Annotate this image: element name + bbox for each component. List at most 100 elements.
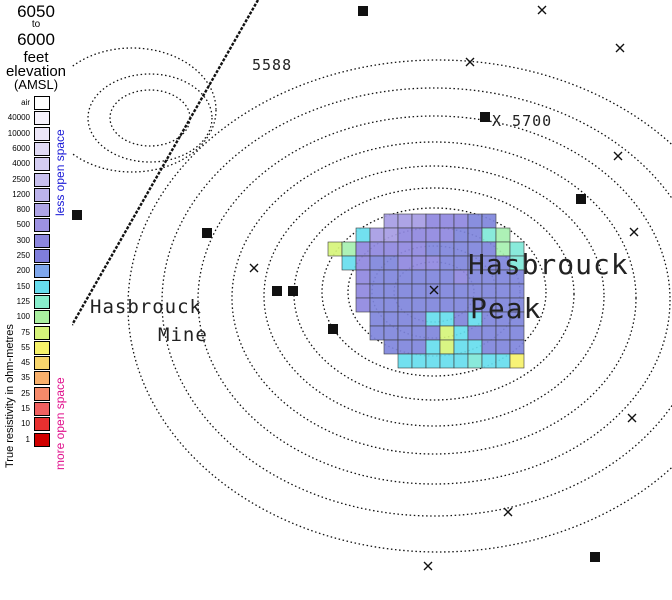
resistivity-cell xyxy=(369,311,385,327)
scale-swatch xyxy=(34,279,50,294)
resistivity-cell xyxy=(481,339,497,355)
resistivity-cell xyxy=(383,255,399,271)
scale-swatch xyxy=(34,371,50,386)
scale-label: 25 xyxy=(21,388,30,398)
elevation-datum: (AMSL) xyxy=(13,77,59,92)
x-mark xyxy=(629,227,639,237)
scale-label: 4000 xyxy=(12,159,30,169)
scale-label: 800 xyxy=(16,205,30,215)
resistivity-cell xyxy=(439,213,455,229)
scale-label: 1200 xyxy=(12,189,30,199)
elevation-unit: feet xyxy=(23,49,49,66)
scale-swatch xyxy=(34,356,50,371)
resistivity-cell xyxy=(439,311,455,327)
resistivity-cell xyxy=(397,339,413,355)
resistivity-cell xyxy=(481,325,497,341)
resistivity-cell xyxy=(467,325,483,341)
survey-marker xyxy=(576,194,586,204)
scale-swatch xyxy=(34,157,50,172)
resistivity-cell xyxy=(453,311,469,327)
scale-label: 75 xyxy=(21,327,30,337)
resistivity-cell xyxy=(439,255,455,271)
resistivity-cell xyxy=(383,269,399,285)
peak-label-line1: Hasbrouck xyxy=(468,248,629,281)
survey-marker xyxy=(480,112,490,122)
resistivity-cell xyxy=(439,353,455,369)
x-mark xyxy=(465,57,475,67)
resistivity-cell xyxy=(411,213,427,229)
resistivity-cell xyxy=(467,227,483,243)
resistivity-cell xyxy=(439,325,455,341)
resistivity-cell xyxy=(411,325,427,341)
resistivity-cell xyxy=(355,255,371,271)
resistivity-cell xyxy=(495,325,511,341)
resistivity-cell xyxy=(397,353,413,369)
resistivity-cell xyxy=(439,339,455,355)
survey-marker xyxy=(328,324,338,334)
resistivity-cell xyxy=(453,213,469,229)
resistivity-cell xyxy=(411,339,427,355)
resistivity-cell xyxy=(425,297,441,313)
resistivity-cell xyxy=(397,297,413,313)
resistivity-cell xyxy=(411,241,427,257)
resistivity-cell xyxy=(453,339,469,355)
resistivity-cell xyxy=(383,241,399,257)
resistivity-cell xyxy=(369,269,385,285)
scale-label: 55 xyxy=(21,342,30,352)
resistivity-legend: 6050 to 6000 feet elevation (AMSL) air 40… xyxy=(0,0,73,600)
resistivity-cell xyxy=(439,227,455,243)
scale-label: 125 xyxy=(16,296,30,306)
resistivity-cell xyxy=(369,241,385,257)
scale-label: 200 xyxy=(16,266,30,276)
resistivity-cell xyxy=(425,269,441,285)
elevation-range-bottom: 6000 xyxy=(17,30,55,49)
resistivity-cell xyxy=(439,297,455,313)
scale-swatch xyxy=(34,325,50,340)
resistivity-cell xyxy=(369,227,385,243)
scale-label: 10000 xyxy=(7,128,30,138)
scale-label: 10 xyxy=(21,419,30,429)
resistivity-cell xyxy=(411,269,427,285)
resistivity-cell xyxy=(383,339,399,355)
scale-label: air xyxy=(21,98,30,107)
resistivity-cell xyxy=(495,227,511,243)
survey-marker xyxy=(288,286,298,296)
scale-swatch xyxy=(34,340,50,355)
resistivity-cell xyxy=(453,283,469,299)
scale-label: 500 xyxy=(16,220,30,230)
contour-map: Hasbrouck Peak Hasbrouck Mine 5588 X 570… xyxy=(72,0,672,600)
scale-swatch xyxy=(34,310,50,325)
x-mark xyxy=(613,151,623,161)
resistivity-cell xyxy=(411,311,427,327)
resistivity-cell xyxy=(383,283,399,299)
resistivity-cell xyxy=(509,339,525,355)
survey-marker xyxy=(590,552,600,562)
x-mark xyxy=(537,5,547,15)
spot-elevation-5588: 5588 xyxy=(252,56,293,74)
resistivity-cell xyxy=(481,227,497,243)
peak-label-line2: Peak xyxy=(470,292,542,325)
resistivity-cell xyxy=(467,353,483,369)
resistivity-cell xyxy=(383,325,399,341)
survey-marker xyxy=(272,286,282,296)
scale-swatch xyxy=(34,249,50,263)
x-mark xyxy=(503,507,513,517)
scale-label: 150 xyxy=(16,281,30,291)
resistivity-cell xyxy=(327,241,343,257)
resistivity-cell xyxy=(425,241,441,257)
resistivity-cell xyxy=(383,213,399,229)
resistivity-cell xyxy=(425,325,441,341)
resistivity-cell xyxy=(495,353,511,369)
scale-label: 45 xyxy=(21,358,30,368)
resistivity-cell xyxy=(355,227,371,243)
scale-swatch xyxy=(34,141,50,156)
resistivity-cell xyxy=(341,241,357,257)
resistivity-cell xyxy=(355,241,371,257)
resistivity-cell xyxy=(341,255,357,271)
resistivity-cell xyxy=(453,269,469,285)
resistivity-cell xyxy=(383,311,399,327)
scale-swatch xyxy=(34,172,50,187)
survey-marker xyxy=(202,228,212,238)
resistivity-axis-title: True resistivity in ohm-metres xyxy=(4,324,16,468)
contour-ring xyxy=(161,87,672,517)
